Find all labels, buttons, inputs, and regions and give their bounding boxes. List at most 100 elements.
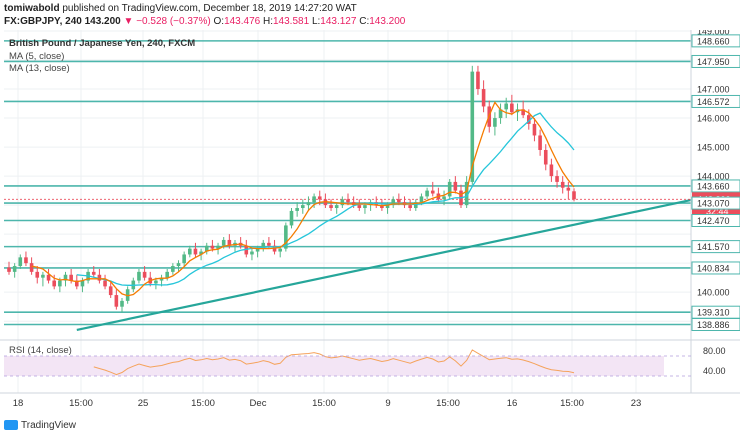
candle-body (227, 239, 232, 246)
price-tick-label: 147.950 (697, 57, 730, 67)
candle-body (391, 199, 395, 206)
candle-body (284, 225, 288, 249)
candle-body (532, 123, 537, 136)
candle-body (566, 187, 571, 191)
candle-body (176, 263, 181, 267)
candle-body (521, 109, 525, 116)
brand-text: TradingView (21, 420, 77, 431)
price-tick-label: 143.070 (697, 199, 730, 209)
legend-rsi[interactable]: RSI (14, close) (9, 345, 72, 356)
level-tag (691, 196, 740, 210)
price-tick-label: 147.000 (697, 85, 730, 95)
rsi-band (4, 356, 664, 376)
candle-body (204, 245, 209, 252)
candle-body (329, 205, 333, 209)
candle-body (414, 202, 418, 209)
ma13-line (76, 112, 575, 286)
candle-body (244, 245, 249, 255)
tradingview-logo[interactable]: TradingView (4, 420, 76, 431)
published-text: published on TradingView.com, December 1… (62, 3, 357, 14)
candle-body (120, 300, 124, 307)
candle-body (464, 181, 469, 206)
candle-body (75, 280, 79, 287)
level-tag (691, 54, 740, 68)
candle-body (447, 181, 452, 197)
candle-body (527, 115, 531, 124)
time-tick-label: 15:00 (191, 398, 215, 409)
candles (7, 65, 576, 313)
high-value: 143.581 (273, 16, 310, 27)
change: ▼ −0.528 (−0.37%) (123, 16, 211, 27)
footer (0, 416, 740, 437)
rsi-line (93, 349, 575, 376)
time-tick-label: 15:00 (436, 398, 460, 409)
last-price: 143.200 (84, 16, 121, 27)
candle-body (380, 205, 384, 209)
candle-body (408, 205, 412, 209)
price-tick-label: 143.660 (697, 181, 730, 191)
tradingview-icon (4, 420, 18, 431)
time-tick-label: 15:00 (69, 398, 93, 409)
candle-body (538, 135, 542, 150)
candle-body (267, 242, 271, 246)
price-tick-label: 138.886 (697, 320, 730, 330)
candle-body (35, 271, 40, 278)
price-tick-label: 146.000 (697, 114, 730, 124)
candle-body (312, 196, 316, 203)
candle-body (69, 274, 73, 281)
price-tick-label: 145.000 (697, 143, 730, 153)
candle-body (510, 103, 514, 113)
chart-header: tomiwabold published on TradingView.com,… (0, 0, 740, 30)
open-value: 143.476 (224, 16, 261, 27)
candle-body (261, 242, 266, 249)
candle-body (470, 71, 475, 182)
candle-body (24, 257, 28, 264)
time-tick-label: 15:00 (312, 398, 336, 409)
candle-body (481, 89, 486, 107)
candle-body (289, 210, 294, 226)
candle-body (159, 277, 164, 281)
candle-body (12, 266, 17, 272)
candle-body (7, 267, 11, 272)
symbol[interactable]: FX:GBPJPY, 240 (4, 16, 82, 27)
legend-ma13[interactable]: MA (13, close) (9, 63, 70, 74)
candle-body (278, 248, 282, 252)
candle-body (340, 199, 345, 206)
candle-body (301, 205, 305, 209)
ma5-line (31, 101, 575, 297)
series-title: British Pound / Japanese Yen, 240, FXCM (9, 38, 196, 49)
candle-body (363, 205, 367, 209)
candle-body (295, 208, 299, 211)
candle-body (255, 248, 260, 252)
price-tick-label: 140.000 (697, 288, 730, 298)
candle-body (385, 205, 390, 209)
candle-body (97, 274, 102, 281)
low-label: L: (311, 16, 321, 27)
price-tick-label: 140.834 (697, 263, 730, 273)
candle-body (142, 271, 147, 278)
candle-body (317, 196, 322, 200)
legend-ma5[interactable]: MA (5, close) (9, 51, 65, 62)
candle-body (430, 190, 435, 194)
level-tag (691, 318, 740, 332)
time-tick-label: 9 (385, 398, 390, 409)
close-label: C: (359, 16, 370, 27)
low-value: 143.127 (320, 16, 357, 27)
level-tag (691, 34, 740, 48)
candle-body (63, 274, 68, 281)
price-tick-label: 148.660 (697, 36, 730, 46)
candle-body (52, 280, 56, 287)
level-tag (691, 94, 740, 108)
author[interactable]: tomiwabold (4, 3, 60, 14)
candle-body (221, 239, 226, 246)
candle-body (306, 202, 311, 206)
candle-body (137, 271, 141, 281)
level-tag (691, 240, 740, 254)
candle-body (188, 248, 192, 255)
time-tick-label: 15:00 (560, 398, 584, 409)
candle-body (442, 196, 446, 200)
candle-body (80, 280, 85, 287)
candle-body (199, 251, 203, 255)
price-tick-label: 149.000 (697, 27, 730, 37)
